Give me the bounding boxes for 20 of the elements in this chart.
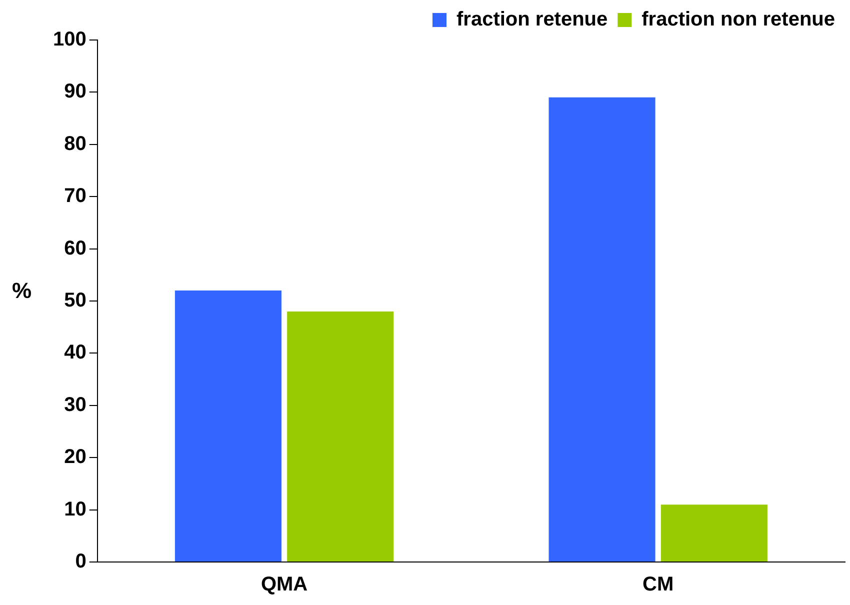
x-tick-label: QMA <box>260 574 308 596</box>
bar <box>174 290 282 562</box>
bar <box>548 97 656 562</box>
bar <box>287 311 394 562</box>
legend-label: fraction retenue <box>456 8 608 31</box>
y-tick-label: 10 <box>64 498 86 520</box>
y-axis-title: % <box>12 278 32 304</box>
y-tick-label: 0 <box>75 550 86 573</box>
y-tick-label: 20 <box>64 446 86 468</box>
y-tick-label: 70 <box>64 185 86 208</box>
y-tick-label: 30 <box>64 394 86 416</box>
legend-label: fraction non retenue <box>642 8 836 31</box>
y-tick-label: 40 <box>64 342 86 364</box>
y-tick-label: 90 <box>64 80 86 103</box>
y-tick-label: 60 <box>64 237 86 260</box>
bar <box>660 504 768 562</box>
y-tick-label: 100 <box>52 28 86 51</box>
y-tick-label: 80 <box>64 132 86 155</box>
x-tick-label: CM <box>642 574 674 596</box>
y-tick-label: 50 <box>64 290 86 312</box>
